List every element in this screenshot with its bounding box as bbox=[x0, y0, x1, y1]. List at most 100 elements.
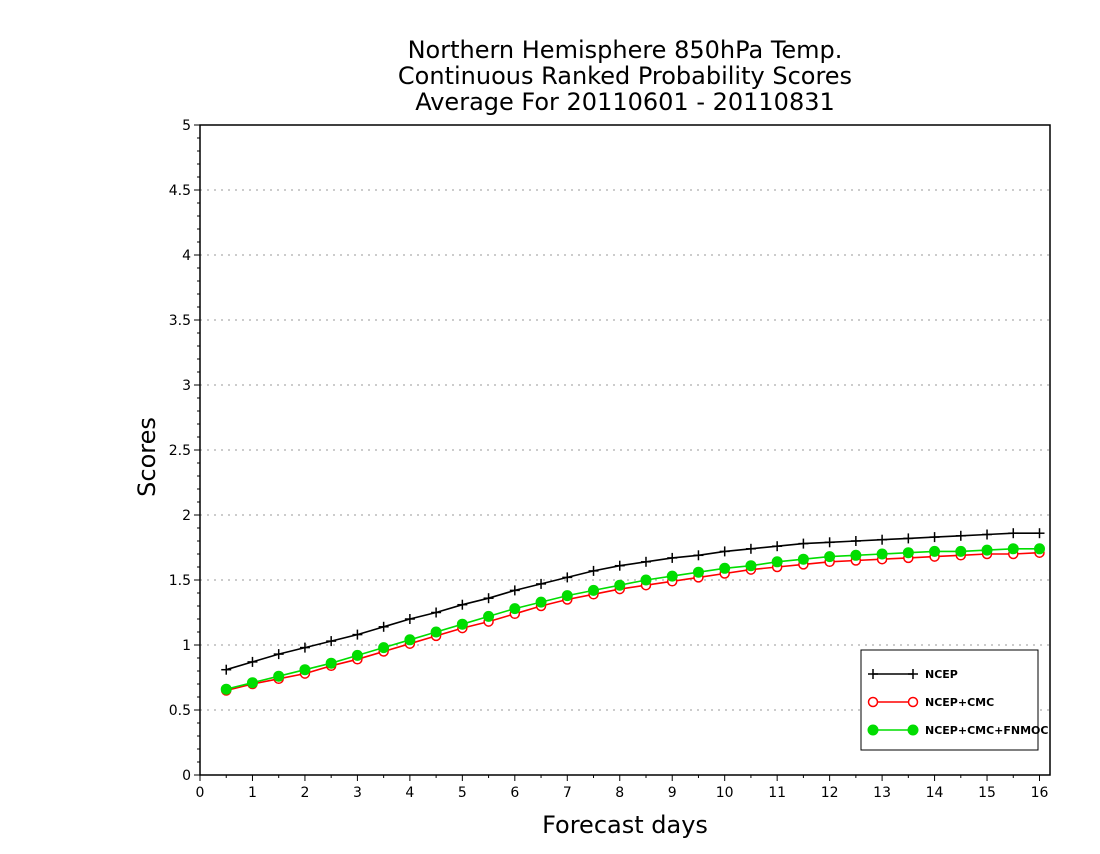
x-tick-label: 9 bbox=[668, 785, 677, 801]
y-axis-label: Scores bbox=[133, 417, 161, 497]
legend-label: NCEP bbox=[925, 668, 958, 681]
data-point bbox=[246, 677, 258, 689]
data-point bbox=[509, 603, 521, 615]
x-tick-label: 11 bbox=[768, 785, 786, 801]
data-point bbox=[850, 549, 862, 561]
series-ncep-cmc-fnmoc bbox=[220, 543, 1046, 695]
legend-marker bbox=[867, 696, 879, 708]
data-point bbox=[745, 543, 756, 554]
data-point bbox=[876, 548, 888, 560]
x-tick-label: 1 bbox=[248, 785, 257, 801]
legend-marker bbox=[868, 669, 878, 679]
data-point bbox=[457, 599, 468, 610]
legend-label: NCEP+CMC bbox=[925, 696, 994, 709]
data-point bbox=[772, 541, 783, 552]
data-point bbox=[955, 530, 966, 541]
data-point bbox=[483, 610, 495, 622]
data-point bbox=[1007, 543, 1019, 555]
x-tick-label: 16 bbox=[1031, 785, 1049, 801]
data-point bbox=[431, 607, 442, 618]
data-point bbox=[877, 534, 888, 545]
y-tick-label: 2.5 bbox=[169, 443, 191, 459]
data-point bbox=[536, 578, 547, 589]
y-tick-label: 4.5 bbox=[169, 183, 191, 199]
data-point bbox=[351, 649, 363, 661]
data-point bbox=[325, 657, 337, 669]
grid-lines bbox=[200, 189, 1050, 711]
data-point bbox=[378, 621, 389, 632]
title-line-3: Average For 20110601 - 20110831 bbox=[415, 88, 835, 116]
y-tick-label: 1 bbox=[182, 638, 191, 654]
data-point bbox=[456, 618, 468, 630]
data-point bbox=[247, 656, 258, 667]
series-line bbox=[226, 532, 1040, 671]
legend-marker bbox=[907, 724, 919, 736]
x-tick-label: 4 bbox=[405, 785, 414, 801]
legend: NCEP NCEP+CMC NCEP+CMC+FNMOC bbox=[860, 649, 1048, 751]
x-tick-label: 5 bbox=[458, 785, 467, 801]
y-tick-label: 0.5 bbox=[169, 703, 191, 719]
chart-title: Northern Hemisphere 850hPa Temp.Continuo… bbox=[398, 36, 852, 116]
data-point bbox=[509, 585, 520, 596]
x-tick-label: 15 bbox=[978, 785, 996, 801]
data-point bbox=[352, 629, 363, 640]
legend-entry: NCEP+CMC+FNMOC bbox=[867, 724, 1048, 737]
x-axis-label: Forecast days bbox=[542, 811, 708, 839]
series-lines bbox=[220, 528, 1046, 696]
x-tick-label: 10 bbox=[716, 785, 734, 801]
data-point bbox=[771, 556, 783, 568]
data-point bbox=[614, 560, 625, 571]
data-point bbox=[929, 545, 941, 557]
data-point bbox=[535, 596, 547, 608]
data-point bbox=[667, 552, 678, 563]
data-point bbox=[562, 572, 573, 583]
y-tick-label: 0 bbox=[182, 768, 191, 784]
data-point bbox=[903, 533, 914, 544]
legend-entry: NCEP+CMC bbox=[867, 696, 994, 709]
data-point bbox=[299, 642, 310, 653]
data-point bbox=[955, 545, 967, 557]
data-point bbox=[797, 553, 809, 565]
y-tick-label: 1.5 bbox=[169, 573, 191, 589]
data-point bbox=[850, 536, 861, 546]
data-point bbox=[378, 642, 390, 654]
data-point bbox=[666, 570, 678, 582]
x-tick-label: 13 bbox=[873, 785, 891, 801]
data-point bbox=[614, 579, 626, 591]
title-line-2: Continuous Ranked Probability Scores bbox=[398, 62, 852, 90]
legend-box bbox=[860, 649, 1039, 751]
data-point bbox=[220, 683, 232, 695]
data-point bbox=[693, 550, 704, 561]
title-line-1: Northern Hemisphere 850hPa Temp. bbox=[408, 36, 843, 64]
data-point bbox=[588, 584, 600, 596]
data-point bbox=[1034, 543, 1046, 555]
legend-marker bbox=[907, 696, 919, 708]
data-point bbox=[430, 626, 442, 638]
legend-label: NCEP+CMC+FNMOC bbox=[925, 724, 1048, 737]
axes: 00.511.522.533.544.550 1 2 3 4 5 6 7 8 9 10 11 12 13 1… bbox=[169, 118, 1051, 801]
legend-entry: NCEP bbox=[868, 668, 958, 681]
data-point bbox=[1008, 528, 1019, 539]
legend-marker bbox=[908, 669, 918, 679]
data-point bbox=[640, 556, 651, 567]
data-point bbox=[719, 562, 731, 574]
y-tick-label: 3 bbox=[182, 378, 191, 394]
data-point bbox=[692, 566, 704, 578]
data-point bbox=[326, 636, 337, 647]
data-point bbox=[929, 532, 940, 543]
legend-marker bbox=[867, 724, 879, 736]
data-point bbox=[719, 546, 730, 557]
data-point bbox=[483, 593, 494, 604]
x-tick-label: 0 bbox=[196, 785, 205, 801]
data-point bbox=[273, 670, 285, 682]
y-tick-label: 2 bbox=[182, 508, 191, 524]
data-point bbox=[824, 551, 836, 563]
data-point bbox=[902, 547, 914, 559]
data-point bbox=[798, 538, 809, 549]
data-point bbox=[273, 649, 284, 660]
data-point bbox=[982, 529, 993, 540]
y-tick-label: 5 bbox=[182, 118, 191, 134]
data-point bbox=[221, 664, 232, 675]
data-point bbox=[1034, 528, 1045, 539]
